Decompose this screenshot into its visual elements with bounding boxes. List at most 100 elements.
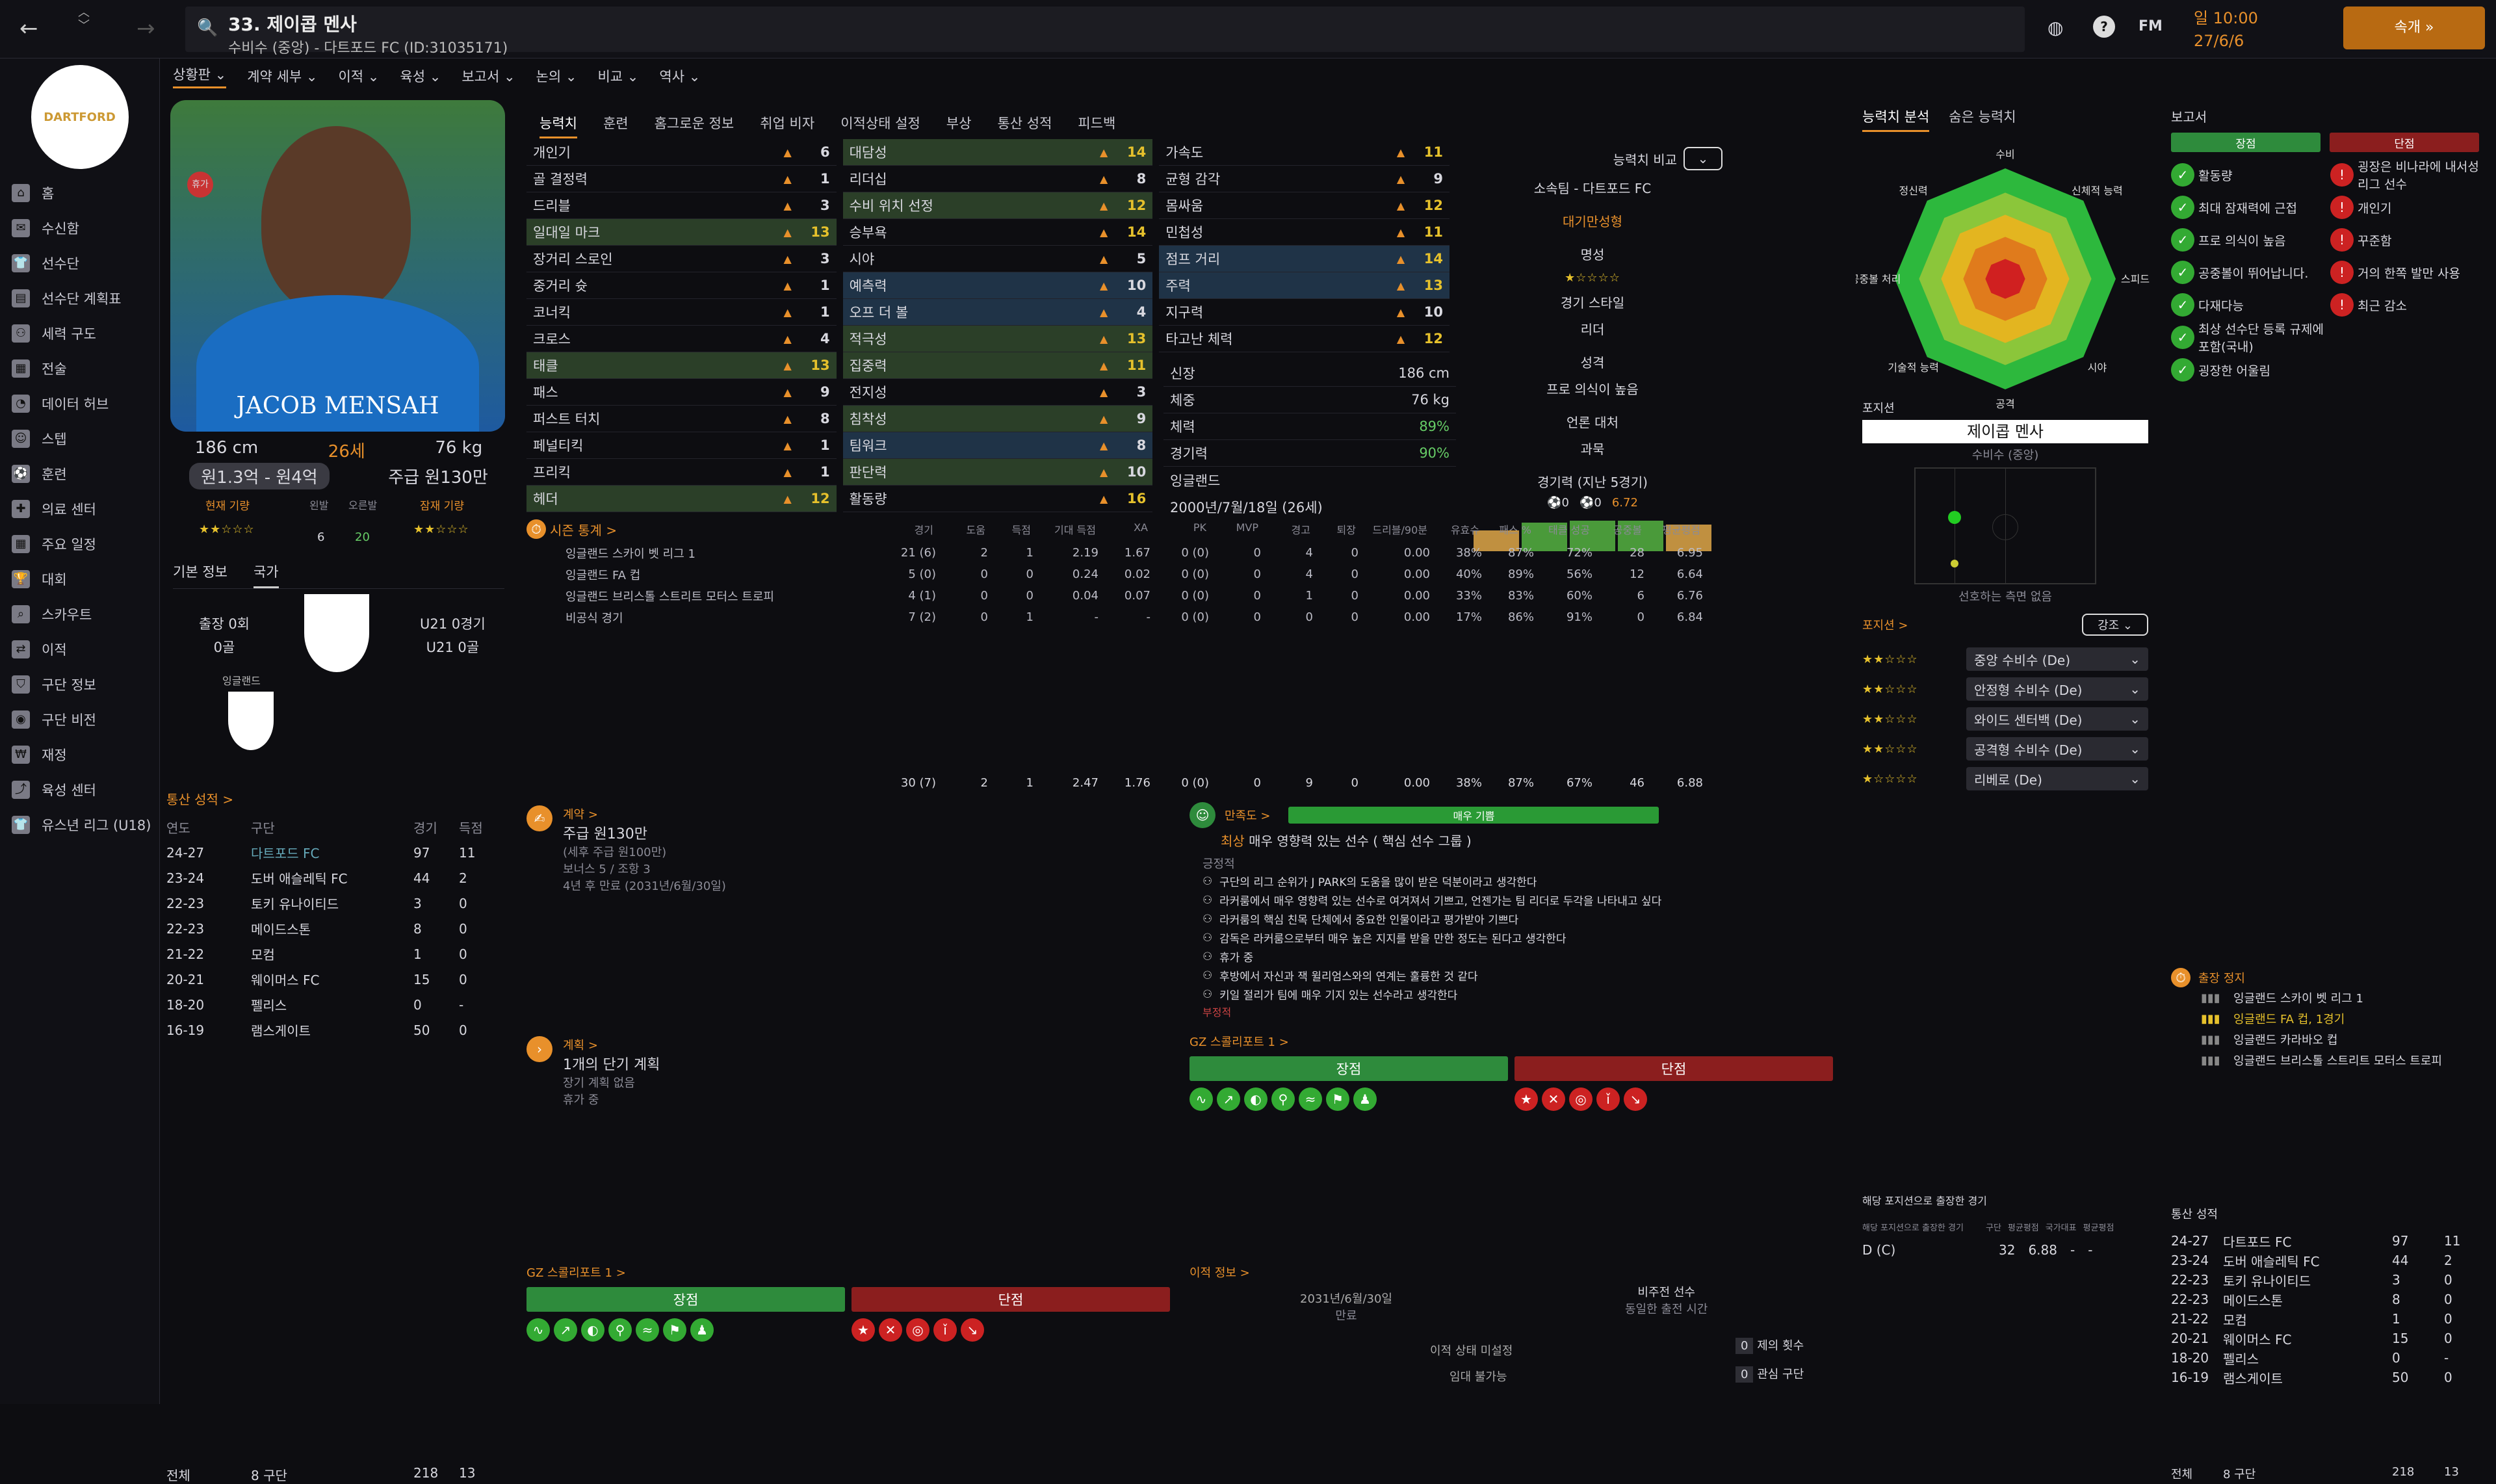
career2-club[interactable]: 펠리스 bbox=[2223, 1351, 2259, 1367]
sidebar-item-data-hub[interactable]: ◔ 데이터 허브 bbox=[0, 386, 159, 421]
back-arrow-icon[interactable]: ← bbox=[20, 16, 38, 42]
roles-title[interactable]: 포지션 > bbox=[1862, 619, 1908, 632]
subnav-compare[interactable]: 비교 ⌄ bbox=[597, 69, 639, 85]
role-select[interactable]: 와이드 센터백 (De) ⌄ bbox=[1966, 707, 2148, 731]
career-club[interactable]: 도버 애슬레틱 FC bbox=[251, 871, 348, 887]
stats-competition[interactable]: 잉글랜드 브리스톨 스트리트 모터스 트로피 bbox=[566, 590, 774, 604]
attribute-row[interactable]: 균형 감각 ▲ 9 bbox=[1159, 166, 1450, 192]
career2-club[interactable]: 웨이머스 FC bbox=[2223, 1331, 2292, 1347]
attribute-row[interactable]: 장거리 스로인 ▲ 3 bbox=[526, 246, 837, 272]
career-club[interactable]: 펠리스 bbox=[251, 998, 287, 1013]
sidebar-item-finances[interactable]: ₩ 재정 bbox=[0, 737, 159, 772]
sidebar-item-squad-planner[interactable]: ▤ 선수단 계획표 bbox=[0, 281, 159, 316]
career-row[interactable]: 16-19 램스게이트 50 0 bbox=[166, 1017, 511, 1043]
subnav-transfer[interactable]: 이적 ⌄ bbox=[338, 69, 380, 85]
career2-club[interactable]: 토키 유나이티드 bbox=[2223, 1273, 2311, 1289]
role-row[interactable]: ★★☆☆☆ 중앙 수비수 (De) ⌄ bbox=[1862, 645, 2148, 673]
career-row[interactable]: 22-23 토키 유나이티드 3 0 bbox=[166, 891, 511, 916]
search-bar[interactable]: 🔍 33. 제이콥 멘사 수비수 (중앙) - 다트포드 FC (ID:3103… bbox=[185, 7, 2025, 57]
continue-button[interactable]: 속개 » bbox=[2343, 7, 2485, 49]
career2-club[interactable]: 메이드스톤 bbox=[2223, 1292, 2283, 1308]
attribute-row[interactable]: 코너킥 ▲ 1 bbox=[526, 299, 837, 326]
sidebar-item-medical[interactable]: ✚ 의료 센터 bbox=[0, 491, 159, 527]
role-select[interactable]: 안정형 수비수 (De) ⌄ bbox=[1966, 677, 2148, 701]
attribute-row[interactable]: 시야 ▲ 5 bbox=[842, 246, 1153, 272]
attribute-row[interactable]: 리더십 ▲ 8 bbox=[842, 166, 1153, 192]
career2-row[interactable]: 20-21 웨이머스 FC 15 0 bbox=[2171, 1329, 2483, 1348]
sidebar-item-competitions[interactable]: 🏆 대회 bbox=[0, 562, 159, 597]
sidebar-item-schedule[interactable]: ▦ 주요 일정 bbox=[0, 527, 159, 562]
attribute-row[interactable]: 수비 위치 선정 ▲ 12 bbox=[842, 192, 1153, 219]
stats-col-header[interactable]: 경고 bbox=[1291, 524, 1310, 536]
sidebar-item-dynamics[interactable]: ⚇ 세력 구도 bbox=[0, 316, 159, 351]
sidebar-item-transfers[interactable]: ⇄ 이적 bbox=[0, 632, 159, 667]
season-stats-title[interactable]: 시즌 통계 > bbox=[550, 522, 618, 538]
attribute-row[interactable]: 오프 더 볼 ▲ 4 bbox=[842, 299, 1153, 326]
role-row[interactable]: ★☆☆☆☆ 리베로 (De) ⌄ bbox=[1862, 764, 2148, 793]
tab-homegrown[interactable]: 홈그로운 정보 bbox=[654, 116, 734, 131]
attribute-row[interactable]: 예측력 ▲ 10 bbox=[842, 272, 1153, 299]
attribute-row[interactable]: 집중력 ▲ 11 bbox=[842, 352, 1153, 379]
emphasis-dropdown[interactable]: 강조 ⌄ bbox=[2082, 614, 2148, 636]
attribute-row[interactable]: 지구력 ▲ 10 bbox=[1159, 299, 1450, 326]
attribute-row[interactable]: 개인기 ▲ 6 bbox=[526, 139, 837, 166]
sidebar-item-inbox[interactable]: ✉ 수신함 bbox=[0, 211, 159, 246]
attribute-row[interactable]: 몸싸움 ▲ 12 bbox=[1159, 192, 1450, 219]
subnav-discuss[interactable]: 논의 ⌄ bbox=[536, 69, 577, 85]
career-club[interactable]: 웨이머스 FC bbox=[251, 972, 320, 988]
history-arrows-icon[interactable]: ︿ ﹀ bbox=[78, 6, 90, 33]
attribute-row[interactable]: 활동량 ▲ 16 bbox=[842, 486, 1153, 512]
sidebar-item-dev-centre[interactable]: ⤴ 육성 센터 bbox=[0, 772, 159, 807]
stats-col-header[interactable]: 공중볼 bbox=[1613, 524, 1642, 536]
career2-row[interactable]: 16-19 램스게이트 50 0 bbox=[2171, 1368, 2483, 1387]
career2-row[interactable]: 22-23 메이드스톤 8 0 bbox=[2171, 1290, 2483, 1309]
attribute-row[interactable]: 가속도 ▲ 11 bbox=[1159, 139, 1450, 166]
career2-club[interactable]: 도버 애슬레틱 FC bbox=[2223, 1253, 2320, 1269]
tab-injuries[interactable]: 부상 bbox=[946, 116, 972, 131]
sidebar-item-home[interactable]: ⌂ 홈 bbox=[0, 176, 159, 211]
attribute-row[interactable]: 페널티킥 ▲ 1 bbox=[526, 432, 837, 459]
attribute-row[interactable]: 태클 ▲ 13 bbox=[526, 352, 837, 379]
career-row[interactable]: 23-24 도버 애슬레틱 FC 44 2 bbox=[166, 865, 511, 891]
career-row[interactable]: 22-23 메이드스톤 8 0 bbox=[166, 916, 511, 941]
stats-row[interactable]: 비공식 경기 7 (2) 0 1 - - 0 (0) 0 0 0 0.00 17% 86% 91% 0 6.8… bbox=[526, 606, 1846, 628]
attribute-row[interactable]: 대담성 ▲ 14 bbox=[842, 139, 1153, 166]
career-row[interactable]: 21-22 모컴 1 0 bbox=[166, 941, 511, 967]
career-row[interactable]: 18-20 펠리스 0 - bbox=[166, 992, 511, 1017]
career-row[interactable]: 20-21 웨이머스 FC 15 0 bbox=[166, 967, 511, 992]
club-crest-logo[interactable]: DARTFORD bbox=[31, 65, 129, 169]
career-club[interactable]: 메이드스톤 bbox=[251, 922, 311, 937]
attribute-row[interactable]: 일대일 마크 ▲ 13 bbox=[526, 219, 837, 246]
attribute-row[interactable]: 패스 ▲ 9 bbox=[526, 379, 837, 406]
stats-col-header[interactable]: 유효슈 bbox=[1450, 524, 1479, 536]
career2-club[interactable]: 다트포드 FC bbox=[2223, 1234, 2292, 1250]
gz-report-bottom-title[interactable]: GZ 스콜리포트 1 > bbox=[526, 1266, 626, 1280]
stats-col-header[interactable]: XA bbox=[1134, 521, 1148, 534]
stats-competition[interactable]: 잉글랜드 FA 컵 bbox=[566, 568, 641, 582]
subnav-contract[interactable]: 계약 세부 ⌄ bbox=[247, 69, 318, 85]
role-row[interactable]: ★★☆☆☆ 공격형 수비수 (De) ⌄ bbox=[1862, 735, 2148, 763]
role-row[interactable]: ★★☆☆☆ 와이드 센터백 (De) ⌄ bbox=[1862, 705, 2148, 733]
sidebar-item-club-vision[interactable]: ◉ 구단 비전 bbox=[0, 702, 159, 737]
stats-col-header[interactable]: 퇴장 bbox=[1336, 524, 1356, 536]
attribute-row[interactable]: 중거리 슛 ▲ 1 bbox=[526, 272, 837, 299]
career-club[interactable]: 다트포드 FC bbox=[251, 846, 320, 861]
tab-attributes[interactable]: 능력치 bbox=[540, 113, 577, 138]
attribute-row[interactable]: 팀워크 ▲ 8 bbox=[842, 432, 1153, 459]
attribute-row[interactable]: 골 결정력 ▲ 1 bbox=[526, 166, 837, 192]
tab-transfer-status[interactable]: 이적상태 설정 bbox=[840, 116, 920, 131]
sidebar-item-tactics[interactable]: ▦ 전술 bbox=[0, 351, 159, 386]
happiness-title[interactable]: 만족도 > bbox=[1225, 809, 1271, 823]
career2-club[interactable]: 모컴 bbox=[2223, 1312, 2247, 1328]
attribute-row[interactable]: 타고난 체력 ▲ 12 bbox=[1159, 326, 1450, 352]
career2-row[interactable]: 21-22 모컴 1 0 bbox=[2171, 1309, 2483, 1329]
attribute-row[interactable]: 승부욕 ▲ 14 bbox=[842, 219, 1153, 246]
career2-row[interactable]: 22-23 토키 유나이티드 3 0 bbox=[2171, 1270, 2483, 1290]
subnav-reports[interactable]: 보고서 ⌄ bbox=[462, 69, 515, 85]
sidebar-item-staff[interactable]: ☺ 스텝 bbox=[0, 421, 159, 456]
attribute-row[interactable]: 전지성 ▲ 3 bbox=[842, 379, 1153, 406]
career2-row[interactable]: 23-24 도버 애슬레틱 FC 44 2 bbox=[2171, 1251, 2483, 1270]
tab-work-permit[interactable]: 취업 비자 bbox=[760, 116, 815, 131]
subnav-history[interactable]: 역사 ⌄ bbox=[659, 69, 701, 85]
attribute-row[interactable]: 드리블 ▲ 3 bbox=[526, 192, 837, 219]
